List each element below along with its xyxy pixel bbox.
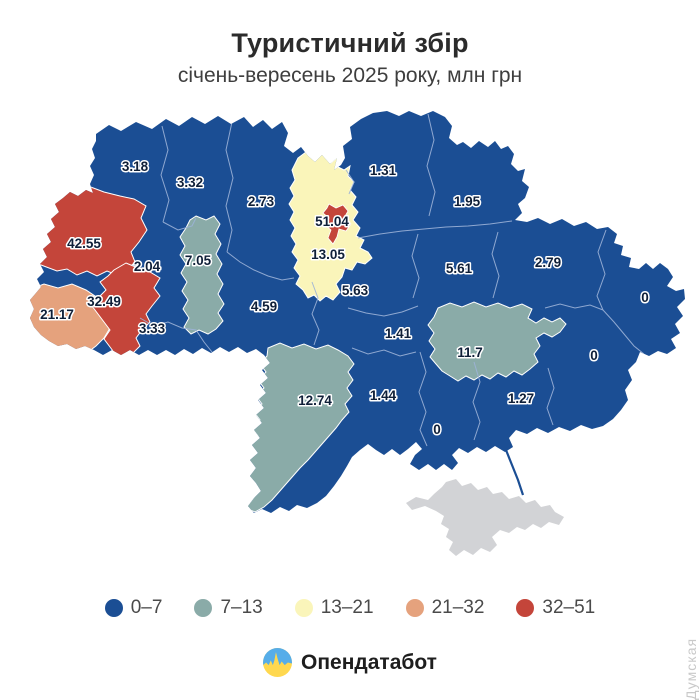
region-value-label: 2.79	[535, 255, 561, 270]
region-value-label: 1.31	[370, 163, 397, 178]
region-value-label: 11.7	[457, 345, 483, 360]
region-value-label: 2.73	[248, 194, 275, 209]
legend-item: 21–32	[405, 597, 485, 619]
legend-dot-red	[516, 599, 535, 617]
legend-item: 32–51	[516, 597, 595, 619]
legend-dot-yellow	[294, 599, 313, 617]
map-region	[30, 283, 117, 358]
legend-item: 0–7	[104, 597, 163, 619]
region-value-label: 32.49	[87, 294, 121, 309]
legend-dot-teal	[194, 599, 213, 617]
region-value-label: 1.41	[385, 326, 412, 341]
region-value-label: 0	[641, 290, 649, 305]
legend-label: 0–7	[130, 597, 163, 618]
region-value-label: 51.04	[315, 214, 349, 229]
region-value-label: 3.32	[177, 175, 203, 190]
region-value-label: 4.59	[251, 299, 277, 314]
region-value-label: 5.61	[446, 261, 473, 276]
map-mainland	[30, 111, 685, 513]
region-value-label: 3.18	[122, 159, 149, 174]
region-value-label: 13.05	[311, 247, 345, 262]
region-value-labels: 3.18 3.32 2.73 1.31 1.95 51.04 13.05 42.55 2.04 7…	[39, 158, 651, 439]
region-value-label: 1.44	[370, 388, 397, 403]
region-value-label: 12.74	[298, 393, 332, 408]
legend-dot-blue	[104, 599, 123, 617]
oblast-borders	[139, 113, 645, 447]
region-value-label: 3.33	[139, 321, 166, 336]
watermark: Думская	[683, 637, 699, 700]
page-title: Туристичний збір	[231, 28, 469, 58]
map-region	[322, 203, 352, 245]
region-value-label: 5.63	[342, 283, 369, 298]
region-value-label: 21.17	[40, 307, 74, 322]
legend-label: 7–13	[220, 597, 263, 618]
legend-item: 7–13	[194, 597, 263, 619]
region-value-label: 2.04	[134, 259, 161, 274]
map-region	[179, 215, 225, 335]
region-value-label: 42.55	[67, 236, 101, 251]
region-value-label: 0	[433, 422, 441, 437]
legend-item: 13–21	[294, 597, 374, 619]
region-value-label: 1.27	[508, 391, 534, 406]
legend-label: 13–21	[320, 597, 374, 618]
opendatabot-logo-icon	[263, 648, 293, 677]
map-region	[32, 185, 148, 277]
legend-label: 32–51	[542, 597, 596, 618]
region-value-label: 1.95	[454, 194, 481, 209]
map-region-crimea	[406, 479, 564, 556]
footer-brand: Опендатабот	[0, 648, 700, 677]
brand-name: Опендатабот	[301, 650, 437, 674]
legend-dot-salmon	[405, 599, 424, 617]
legend: 0–7 7–13 13–21 21–32 32–51	[0, 597, 700, 619]
page-subtitle: січень-вересень 2025 року, млн грн	[177, 64, 523, 87]
region-value-label: 0	[590, 348, 598, 363]
legend-label: 21–32	[431, 597, 485, 618]
region-value-label: 7.05	[185, 253, 212, 268]
map-spit	[504, 449, 525, 496]
map-region	[427, 301, 567, 382]
